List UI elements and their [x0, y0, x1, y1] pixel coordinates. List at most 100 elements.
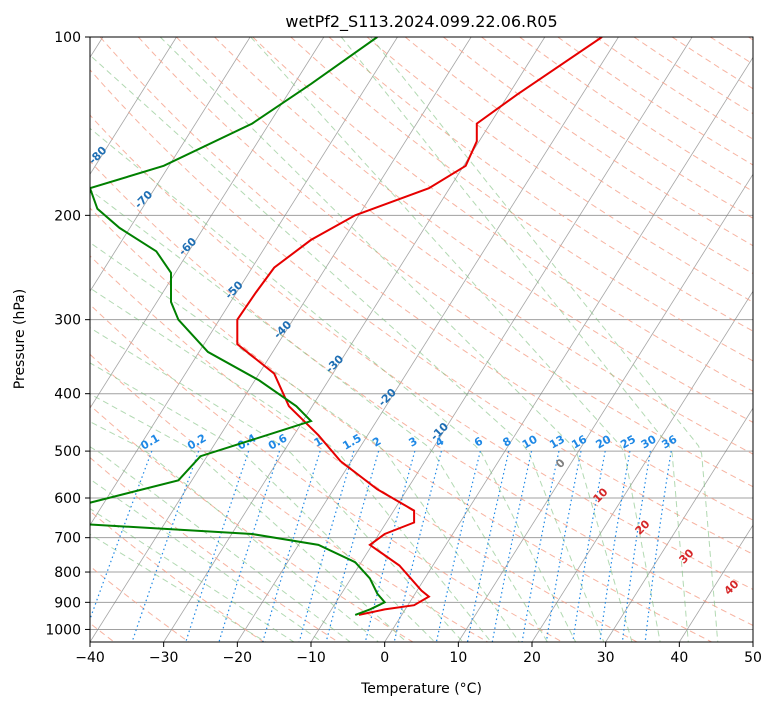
mixing-ratio-label: 0.2: [185, 432, 208, 453]
x-tick-label: 20: [523, 650, 541, 666]
mixing-ratio-line: [435, 450, 481, 642]
dry-adiabat-line: [90, 69, 753, 555]
dry-adiabat-line: [90, 353, 489, 642]
isotherm-line: [236, 37, 619, 642]
mixing-ratio-line: [393, 450, 442, 642]
moist-adiabat-line: [90, 189, 549, 642]
y-tick-label: 800: [54, 565, 81, 581]
dry-adiabat-label: -30: [323, 352, 346, 375]
moist-adiabat-label: 30: [677, 546, 697, 566]
isotherm-line: [90, 37, 251, 292]
mixing-ratio-line: [644, 451, 672, 642]
background-lines: [90, 37, 753, 642]
mixing-ratio-line: [218, 450, 281, 642]
y-tick-label: 100: [54, 30, 81, 46]
isotherm-line: [384, 56, 753, 642]
isotherm-line: [90, 37, 325, 409]
moist-adiabat-line: [90, 478, 323, 642]
dry-adiabat-label: -40: [271, 318, 294, 341]
y-axis-label: Pressure (hPa): [12, 289, 28, 389]
isotherm-line: [90, 37, 177, 176]
plot-frame: [89, 36, 754, 643]
y-tick-label: 700: [54, 531, 81, 547]
mixing-ratio-label: 20: [594, 432, 614, 451]
dry-adiabat-line: [99, 37, 753, 521]
isotherm-line: [531, 290, 753, 642]
dry-adiabat-line: [290, 37, 753, 362]
x-tick-label: −20: [223, 650, 253, 666]
chart-title: wetPf2_S113.2024.099.22.06.R05: [285, 12, 557, 32]
moist-adiabat-line: [90, 242, 520, 642]
isotherm-line: [90, 37, 398, 526]
dry-adiabat-line: [137, 37, 753, 488]
mixing-ratio-label: 16: [569, 432, 589, 451]
x-tick-label: 30: [597, 650, 615, 666]
moist-adiabat-label: 20: [633, 517, 653, 537]
dry-adiabat-line: [90, 404, 414, 642]
y-tick-label: 300: [54, 313, 81, 329]
dry-adiabat-line: [557, 37, 753, 166]
isotherm-line: [163, 37, 546, 642]
mixing-ratio-line: [131, 450, 200, 642]
dry-adiabat-line: [90, 456, 340, 642]
mixing-ratio-line: [572, 450, 606, 642]
x-tick-label: 50: [744, 650, 762, 666]
mixing-ratio-line: [90, 450, 153, 622]
temperature-series-line: [236, 37, 603, 616]
dry-adiabat-line: [252, 37, 753, 392]
dry-adiabat-label: -60: [176, 235, 199, 258]
y-tick-label: 200: [54, 208, 81, 224]
moist-adiabat-line: [90, 54, 605, 642]
isotherm-line: [605, 407, 753, 642]
dry-adiabat-label: -10: [428, 420, 451, 443]
moist-adiabat-line: [370, 37, 719, 642]
isotherm-line: [457, 173, 753, 642]
y-tick-label: 500: [54, 444, 81, 460]
moist-adiabat-label: 10: [591, 485, 611, 505]
moist-adiabat-line: [159, 37, 633, 642]
dry-adiabat-line: [90, 207, 713, 642]
moist-adiabat-line: [340, 37, 689, 642]
moist-adiabat-line: [90, 533, 267, 642]
line-labels: 0.1 0.2 0.4 0.6 1 1.5 2 3 4 6 8 10 13 16 20 25 30 36-100-…: [0, 49, 742, 598]
x-tick-label: −10: [296, 650, 326, 666]
mixing-ratio-line: [466, 450, 510, 642]
dry-adiabat-line: [90, 160, 753, 627]
y-axis-ticks: 100 200 300 400 500 600 700 800 900 1000: [45, 30, 90, 638]
y-tick-label: 400: [54, 387, 81, 403]
moist-adiabat-line: [90, 287, 492, 642]
mixing-ratio-line: [262, 450, 321, 642]
moist-adiabat-label: 0: [553, 456, 568, 471]
mixing-ratio-label: 8: [500, 435, 513, 450]
dry-adiabat-label: -100: [0, 49, 23, 78]
moist-adiabat-line: [90, 362, 436, 642]
x-tick-label: −30: [149, 650, 179, 666]
x-tick-label: −40: [75, 650, 105, 666]
mixing-ratio-label: 13: [547, 433, 567, 452]
dry-adiabat-label: -50: [222, 278, 245, 301]
moist-adiabat-line: [90, 446, 352, 642]
x-tick-label: 0: [380, 650, 389, 666]
dry-adiabat-line: [519, 37, 753, 192]
dry-adiabat-line: [748, 37, 753, 41]
dry-adiabat-line: [443, 37, 753, 247]
dewpoint-series-line: [90, 37, 387, 616]
mixing-ratio-line: [621, 451, 651, 642]
moist-adiabat-label: 40: [722, 577, 742, 597]
mixing-ratio-label: 25: [618, 433, 638, 452]
dry-adiabat-label: -70: [132, 188, 155, 211]
mixing-ratio-label: 10: [520, 432, 540, 451]
y-tick-label: 900: [54, 595, 81, 611]
moist-adiabat-line: [90, 393, 408, 642]
dry-adiabat-line: [90, 255, 639, 642]
series-layer: [90, 37, 603, 616]
x-axis-label: Temperature (°C): [360, 681, 482, 697]
y-tick-label: 1000: [45, 622, 81, 638]
x-axis-ticks: −40 −30 −20 −10 0 10 20 30 40 50: [75, 642, 762, 666]
isotherm-line: [90, 37, 472, 642]
mixing-ratio-label: 30: [639, 432, 659, 451]
dry-adiabat-line: [633, 37, 753, 115]
moist-adiabat-line: [90, 127, 577, 642]
mixing-ratio-line: [325, 450, 380, 642]
